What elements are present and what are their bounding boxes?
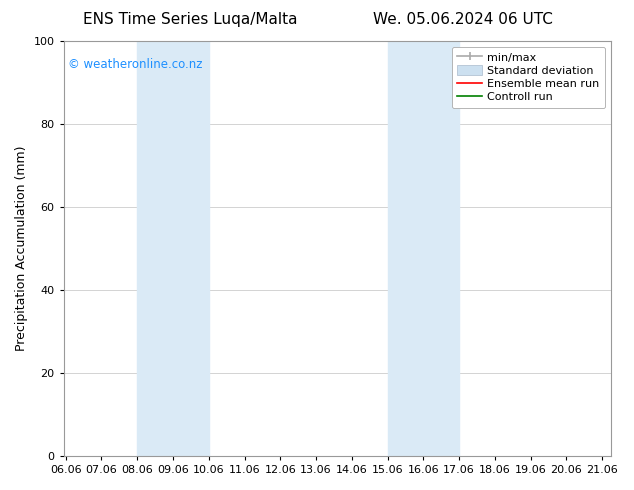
Y-axis label: Precipitation Accumulation (mm): Precipitation Accumulation (mm)	[15, 146, 28, 351]
Bar	[138, 41, 209, 456]
Text: © weatheronline.co.nz: © weatheronline.co.nz	[68, 58, 202, 71]
Text: ENS Time Series Luqa/Malta: ENS Time Series Luqa/Malta	[83, 12, 297, 27]
Text: We. 05.06.2024 06 UTC: We. 05.06.2024 06 UTC	[373, 12, 553, 27]
Bar	[387, 41, 459, 456]
Legend: min/max, Standard deviation, Ensemble mean run, Controll run: min/max, Standard deviation, Ensemble me…	[452, 47, 605, 108]
